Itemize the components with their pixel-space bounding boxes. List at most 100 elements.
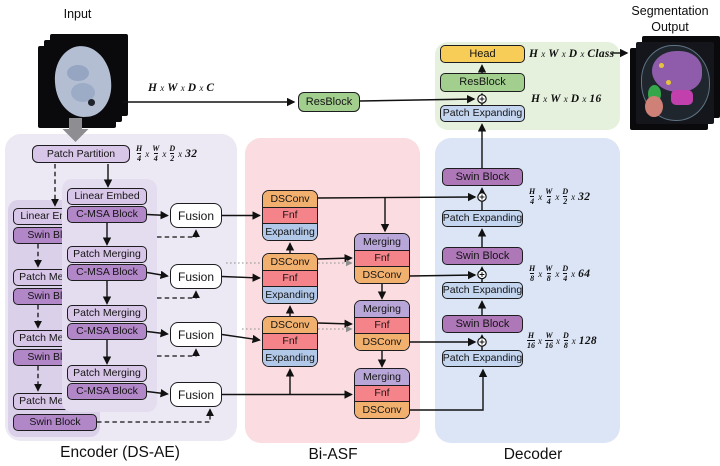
fnf-row: Fnf — [355, 384, 409, 402]
block-label: ResBlock — [459, 76, 506, 88]
block-label: Patch Partition — [46, 147, 116, 160]
block-label: C-MSA Block — [76, 208, 138, 221]
encoder-cmsa-block-4: C-MSA Block — [67, 383, 147, 400]
row-label: DSConv — [362, 403, 402, 416]
decoder-swin-block-1: Swin Block — [442, 168, 523, 186]
fusion-block-2: Fusion — [170, 264, 222, 289]
fnf-row: Fnf — [355, 316, 409, 334]
row-label: Expanding — [265, 288, 315, 301]
block-label: Patch Merging — [73, 248, 141, 261]
mid-resblock: ResBlock — [298, 92, 360, 112]
row-label: Fnf — [374, 252, 390, 265]
row-label: DSConv — [270, 192, 310, 205]
row-label: Fnf — [282, 272, 298, 285]
decoder-section-label: Decoder — [503, 446, 563, 463]
row-label: DSConv — [270, 255, 310, 268]
expanding-row: Expanding — [263, 349, 317, 366]
ct-body — [52, 43, 114, 119]
fusion-block-1: Fusion — [170, 203, 222, 228]
row-label: Merging — [363, 235, 401, 248]
merging-row: Merging — [355, 369, 409, 385]
merging-row: Merging — [355, 301, 409, 317]
decoder-dim-2: H 8 x W 8 x D 4 x 64 — [529, 264, 591, 283]
ct-dark-spot — [87, 99, 95, 106]
dsconv-row: DSConv — [355, 401, 409, 418]
dsconv-row: DSConv — [355, 266, 409, 283]
block-label: Fusion — [177, 327, 215, 342]
decoder-patch-expanding-2: Patch Expanding — [442, 282, 523, 299]
block-label: Swin Block — [27, 351, 79, 364]
encoder-cmsa-block-2: C-MSA Block — [67, 264, 147, 281]
row-label: DSConv — [362, 335, 402, 348]
block-label: Patch Merging — [73, 367, 141, 380]
block-label: Head — [469, 47, 496, 60]
block-label: Swin Block — [455, 170, 510, 183]
biasf-merging-stack-1: Merging Fnf DSConv — [354, 233, 410, 284]
block-label: ResBlock — [305, 95, 353, 108]
expanding-row: Expanding — [263, 286, 317, 303]
row-label: Fnf — [282, 335, 298, 348]
decoder-swin-block-2: Swin Block — [442, 247, 523, 265]
block-label: Fusion — [177, 208, 215, 223]
biasf-merging-stack-3: Merging Fnf DSConv — [354, 368, 410, 419]
decoder-swin-block-3: Swin Block — [442, 315, 523, 333]
seg-liver-violet — [651, 51, 702, 93]
ct-organ-blob — [70, 82, 96, 103]
output-title: Segmentation Output — [631, 4, 709, 34]
head-patch-expanding: Patch Expanding — [440, 105, 525, 122]
biasf-left-stack-3: DSConv Fnf Expanding — [262, 316, 318, 367]
encoder-cmsa-block-1: C-MSA Block — [67, 206, 147, 223]
biasf-merging-stack-2: Merging Fnf DSConv — [354, 300, 410, 351]
fnf-row: Fnf — [263, 332, 317, 350]
row-label: Expanding — [265, 351, 315, 364]
block-label: Fusion — [177, 387, 215, 402]
biasf-section-label: Bi-ASF — [308, 446, 358, 463]
block-label: Linear Embed — [74, 190, 140, 203]
head-resblock: ResBlock — [440, 73, 525, 92]
seg-yellow-dot — [665, 79, 672, 86]
row-label: Fnf — [374, 387, 390, 400]
row-label: DSConv — [362, 268, 402, 281]
output-segmentation-image — [636, 42, 714, 124]
decoder-patch-expanding-1: Patch Expanding — [442, 210, 523, 227]
decoder-dim-3: H 16 x W 16 x D 8 x 128 — [527, 331, 597, 350]
encoder-patch-merging-3: Patch Merging — [67, 365, 147, 382]
row-label: DSConv — [270, 318, 310, 331]
fnf-row: Fnf — [355, 249, 409, 267]
block-label: Patch Expanding — [442, 284, 523, 297]
fnf-row: Fnf — [263, 206, 317, 224]
block-label: Patch Merging — [19, 271, 87, 284]
block-label: C-MSA Block — [76, 325, 138, 338]
encoder-patch-merging-1: Patch Merging — [67, 246, 147, 263]
encoder-patch-merging-2: Patch Merging — [67, 305, 147, 322]
encoder-bottom-swin-block: Swin Block — [13, 414, 97, 431]
row-label: Fnf — [282, 209, 298, 222]
expanding-row: Expanding — [263, 223, 317, 240]
block-label: Patch Expanding — [442, 212, 523, 225]
merging-row: Merging — [355, 234, 409, 250]
block-label: Patch Merging — [19, 395, 87, 408]
row-label: Fnf — [374, 319, 390, 332]
row-label: Expanding — [265, 225, 315, 238]
ct-organ-blob — [67, 64, 90, 81]
encoder-cmsa-block-3: C-MSA Block — [67, 323, 147, 340]
row-label: Merging — [363, 370, 401, 383]
decoder-patch-expanding-3: Patch Expanding — [442, 350, 523, 367]
block-label: C-MSA Block — [76, 266, 138, 279]
dsconv-row: DSConv — [263, 317, 317, 333]
block-label: Fusion — [177, 269, 215, 284]
biasf-left-stack-2: DSConv Fnf Expanding — [262, 253, 318, 304]
row-label: Merging — [363, 302, 401, 315]
fusion-block-3: Fusion — [170, 322, 222, 347]
encoder-linear-embed: Linear Embed — [67, 188, 147, 205]
encoder-dim-label: H 4 x W 4 x D 2 x 32 — [136, 144, 198, 163]
block-label: Swin Block — [29, 416, 81, 429]
block-label: Patch Merging — [73, 307, 141, 320]
seg-magenta-organ — [671, 89, 693, 106]
block-label: Patch Expanding — [442, 107, 523, 120]
dsconv-row: DSConv — [263, 254, 317, 270]
block-label: Swin Block — [27, 229, 79, 242]
block-label: Swin Block — [27, 290, 79, 303]
